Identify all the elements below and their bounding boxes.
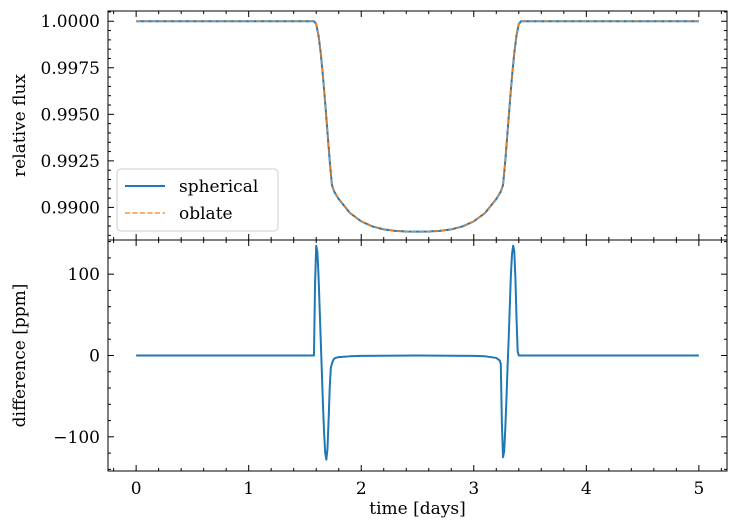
y-tick-label-top: 1.0000 [41,12,100,32]
legend: spherical oblate [116,168,279,232]
x-tick-label-bottom: 1 [243,479,254,499]
y-tick-label-top: 0.9900 [41,198,100,218]
y-axis-label-bottom: difference [ppm] [10,284,30,428]
y-tick-label-top: 0.9975 [41,59,100,79]
y-tick-label-top: 0.9925 [41,152,100,172]
x-tick-label-bottom: 4 [581,479,592,499]
legend-label-spherical: spherical [179,177,258,197]
x-tick-label-bottom: 2 [356,479,367,499]
y-tick-label-bottom: 100 [68,265,100,285]
x-tick-label-bottom: 5 [693,479,704,499]
y-tick-label-bottom: −100 [53,428,100,448]
bottom-panel: −100 0 100 0 1 2 3 4 5 difference [ppm] time [days… [10,239,728,519]
series-line-top-oblate [136,20,699,233]
series-line-bottom-series-0 [136,244,699,461]
y-tick-label-top: 0.9950 [41,105,100,125]
x-axis-label-bottom: time [days] [369,499,465,519]
top-panel: 0.9900 0.9925 0.9950 0.9975 1.0000 relative f… [10,10,728,241]
legend-label-oblate: oblate [179,204,233,224]
x-tick-label-bottom: 3 [468,479,479,499]
x-tick-label-bottom: 0 [131,479,142,499]
y-tick-label-bottom: 0 [89,347,100,367]
y-axis-label-top: relative flux [10,74,30,177]
legend-box [116,168,279,232]
